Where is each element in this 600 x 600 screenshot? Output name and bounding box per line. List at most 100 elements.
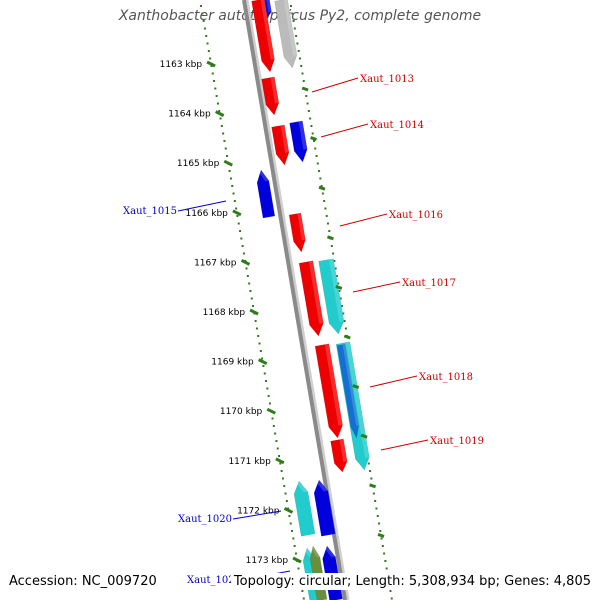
kbp-tick [215,110,225,117]
gray-cds-feature[interactable] [274,0,298,69]
gene-label-xaut-1019[interactable]: Xaut_1019 [430,436,484,447]
outer-boundary-dot [341,305,344,307]
inner-boundary-dot [214,87,217,90]
inner-boundary-dot [263,372,266,375]
inner-boundary-dot [279,462,282,465]
gene-label-xaut-1016[interactable]: Xaut_1016 [389,210,443,221]
cyan-cds-feature[interactable] [318,258,345,335]
red-cds-feature-highlight [270,76,279,104]
outer-boundary-dot [325,215,328,217]
gene-label-xaut-1018[interactable]: Xaut_1018 [419,372,473,383]
gene-leader-line [369,375,418,388]
blue-cds-feature-highlight [342,344,359,426]
inner-boundary-dot [275,440,278,442]
outer-tick [343,334,351,340]
red-cds-feature-highlight [339,438,348,462]
outer-tick [360,433,368,439]
kbp-tick-label: 1169 kbp [211,358,254,368]
red-cds-feature-highlight [324,343,343,426]
outer-boundary-dot [338,290,341,292]
gene-label-xaut-1013[interactable]: Xaut_1013 [360,74,414,85]
cyan-cds-feature[interactable] [293,480,316,537]
inner-boundary-dot [276,447,279,450]
gene-label-xaut-1020[interactable]: Xaut_1020 [178,514,232,525]
inner-boundary-dot [220,125,223,127]
inner-boundary-dot [236,215,239,217]
blue-cds-feature[interactable] [313,479,336,537]
inner-boundary-dot [203,27,206,30]
blue-cds-feature[interactable] [336,344,359,439]
gene-label-xaut-1021[interactable]: Xaut_1021 [187,575,241,586]
inner-boundary-dot [292,537,295,540]
gene-leader-line [352,281,401,293]
inner-boundary-dot [202,20,205,22]
inner-boundary-dot [249,290,252,292]
kbp-tick [249,308,259,316]
red-cds-feature[interactable] [261,76,280,116]
outer-boundary-dot [315,155,318,157]
blue-cds-feature[interactable] [256,169,276,219]
inner-boundary-dot [265,380,268,382]
inner-boundary-dot [248,282,251,285]
inner-boundary-dot [285,500,288,502]
inner-boundary-dot [289,522,292,525]
kbp-tick [206,60,216,68]
outer-boundary-dot [332,252,335,255]
inner-boundary-dot [287,507,290,510]
outer-boundary-dot [323,200,326,202]
inner-boundary-dot [259,350,262,352]
gene-leader-line [339,213,388,227]
outer-boundary-dot [318,170,321,172]
outer-boundary-dot [314,147,317,150]
red-cds-feature[interactable] [271,124,290,166]
outer-boundary-dot [311,132,314,135]
kbp-tick-label: 1166 kbp [185,209,228,219]
inner-boundary-dot [226,155,229,157]
red-cds-feature[interactable] [330,438,348,473]
inner-boundary-dot [301,590,304,592]
outer-boundary-dot [377,522,380,525]
kbp-tick [283,507,294,514]
inner-boundary-dot [235,207,238,210]
outer-boundary-dot [344,327,347,330]
olive-cds-feature-highlight [310,546,320,558]
inner-boundary-dot [211,72,214,75]
gene-leader-line [232,510,282,520]
inner-boundary-dot [272,425,275,427]
outer-boundary-dot [312,140,315,142]
outer-boundary-dot [321,192,324,195]
outer-boundary-dot [369,470,372,472]
inner-boundary-dot [201,12,204,15]
outer-boundary-dot [292,20,295,22]
gene-label-xaut-1014[interactable]: Xaut_1014 [370,120,424,131]
kbp-tick-label: 1172 kbp [237,506,280,516]
inner-boundary-dot [278,455,281,457]
topology-text: Topology: circular; Length: 5,308,934 bp… [230,573,594,590]
red-cds-feature[interactable] [251,0,275,73]
inner-boundary-dot [207,50,210,52]
inner-boundary-dot [288,515,291,517]
gene-label-xaut-1017[interactable]: Xaut_1017 [402,278,456,289]
kbp-tick [266,407,276,415]
outer-boundary-dot [306,102,309,105]
inner-boundary-dot [257,335,260,337]
inner-boundary-dot [271,417,274,420]
inner-boundary-dot [219,117,222,120]
outer-tick [326,235,334,241]
blue-cds-feature[interactable] [289,120,308,163]
kbp-tick-label: 1165 kbp [177,159,220,169]
inner-boundary-dot [293,545,296,547]
cyan-cds-feature-highlight [294,481,308,493]
red-cds-feature[interactable] [314,343,343,439]
inner-boundary-dot [302,597,305,600]
red-cds-feature[interactable] [288,212,306,253]
outer-boundary-dot [305,95,308,97]
outer-boundary-dot [342,312,345,315]
outer-boundary-dot [293,27,296,30]
red-cds-feature[interactable] [298,260,324,337]
inner-boundary-dot [210,65,213,67]
outer-boundary-dot [383,552,386,555]
outer-boundary-dot [320,185,323,187]
outer-boundary-dot [307,110,310,112]
gene-label-xaut-1015[interactable]: Xaut_1015 [123,206,177,217]
